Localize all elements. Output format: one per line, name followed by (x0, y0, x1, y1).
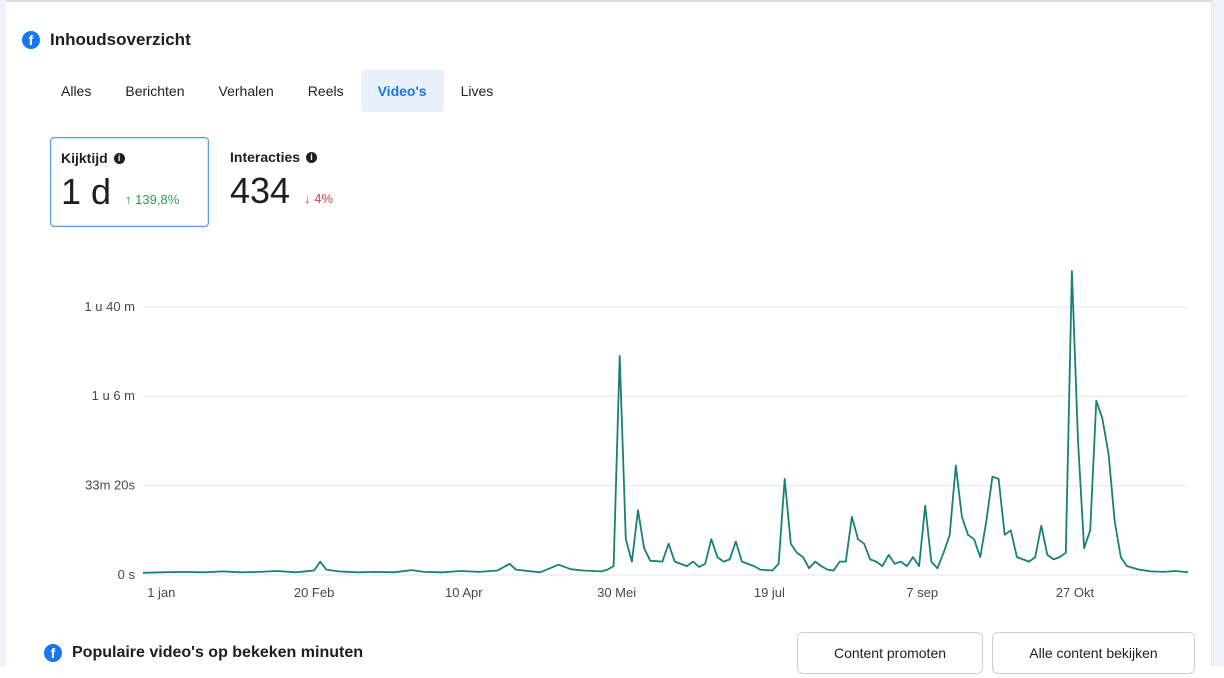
watch-time-line-chart: 0 s 33m 20s 1 u 6 m 1 u 40 m 1 jan 20 Feb 10 A… (84, 270, 1189, 600)
facebook-icon (22, 31, 40, 49)
watch-time-delta-value: 139,8% (135, 192, 180, 207)
watch-time-value-row: 1 d ↑ 139,8% (61, 172, 198, 212)
x-tick-label: 10 Apr (445, 585, 483, 600)
watch-time-label-row: Kijktijd i (61, 150, 198, 166)
x-tick-label: 1 jan (147, 585, 175, 600)
x-tick-label: 30 Mei (597, 585, 636, 600)
tab-reels[interactable]: Reels (307, 83, 344, 99)
y-tick-label: 0 s (118, 567, 136, 582)
watch-time-series-line (142, 270, 1189, 574)
interactions-label: Interacties (230, 149, 301, 165)
content-overview-header: Inhoudsoverzicht (22, 30, 191, 50)
interactions-delta: ↓ 4% (304, 191, 333, 206)
watch-time-label: Kijktijd (61, 150, 108, 166)
content-type-tabs: Alles Berichten Verhalen Reels Video's L… (44, 70, 510, 112)
arrow-down-icon: ↓ (304, 191, 315, 206)
watch-time-delta: ↑ 139,8% (125, 192, 179, 207)
interactions-metric-card[interactable]: Interacties i 434 ↓ 4% (220, 137, 390, 227)
info-icon[interactable]: i (306, 151, 318, 163)
content-overview-card (22, 8, 1210, 678)
watch-time-value: 1 d (61, 171, 112, 212)
promote-content-button[interactable]: Content promoten (797, 632, 983, 674)
tab-alles[interactable]: Alles (61, 83, 92, 99)
facebook-icon (44, 644, 62, 662)
arrow-up-icon: ↑ (125, 192, 136, 207)
tab-videos[interactable]: Video's (360, 70, 444, 112)
x-tick-label: 20 Feb (294, 585, 334, 600)
page-title: Inhoudsoverzicht (50, 30, 191, 49)
tab-verhalen[interactable]: Verhalen (218, 83, 274, 99)
view-all-content-button[interactable]: Alle content bekijken (992, 632, 1195, 674)
watch-time-metric-card[interactable]: Kijktijd i 1 d ↑ 139,8% (50, 137, 209, 227)
y-tick-label: 1 u 40 m (84, 299, 135, 314)
window-left-border (0, 0, 6, 666)
x-tick-label: 7 sep (906, 585, 938, 600)
interactions-label-row: Interacties i (230, 149, 380, 165)
x-tick-label: 19 jul (754, 585, 785, 600)
info-icon[interactable]: i (113, 152, 125, 164)
interactions-value-row: 434 ↓ 4% (230, 171, 380, 211)
window-top-border (0, 0, 1224, 2)
window-right-border (1211, 0, 1224, 666)
popular-videos-title: Populaire video's op bekeken minuten (72, 644, 363, 661)
popular-videos-header: Populaire video's op bekeken minuten (44, 644, 363, 662)
x-tick-label: 27 Okt (1056, 585, 1095, 600)
tab-berichten[interactable]: Berichten (125, 83, 185, 99)
tab-lives[interactable]: Lives (460, 83, 494, 99)
interactions-value: 434 (230, 170, 291, 211)
y-tick-label: 33m 20s (85, 478, 135, 493)
y-tick-label: 1 u 6 m (92, 388, 135, 403)
interactions-delta-value: 4% (314, 191, 333, 206)
